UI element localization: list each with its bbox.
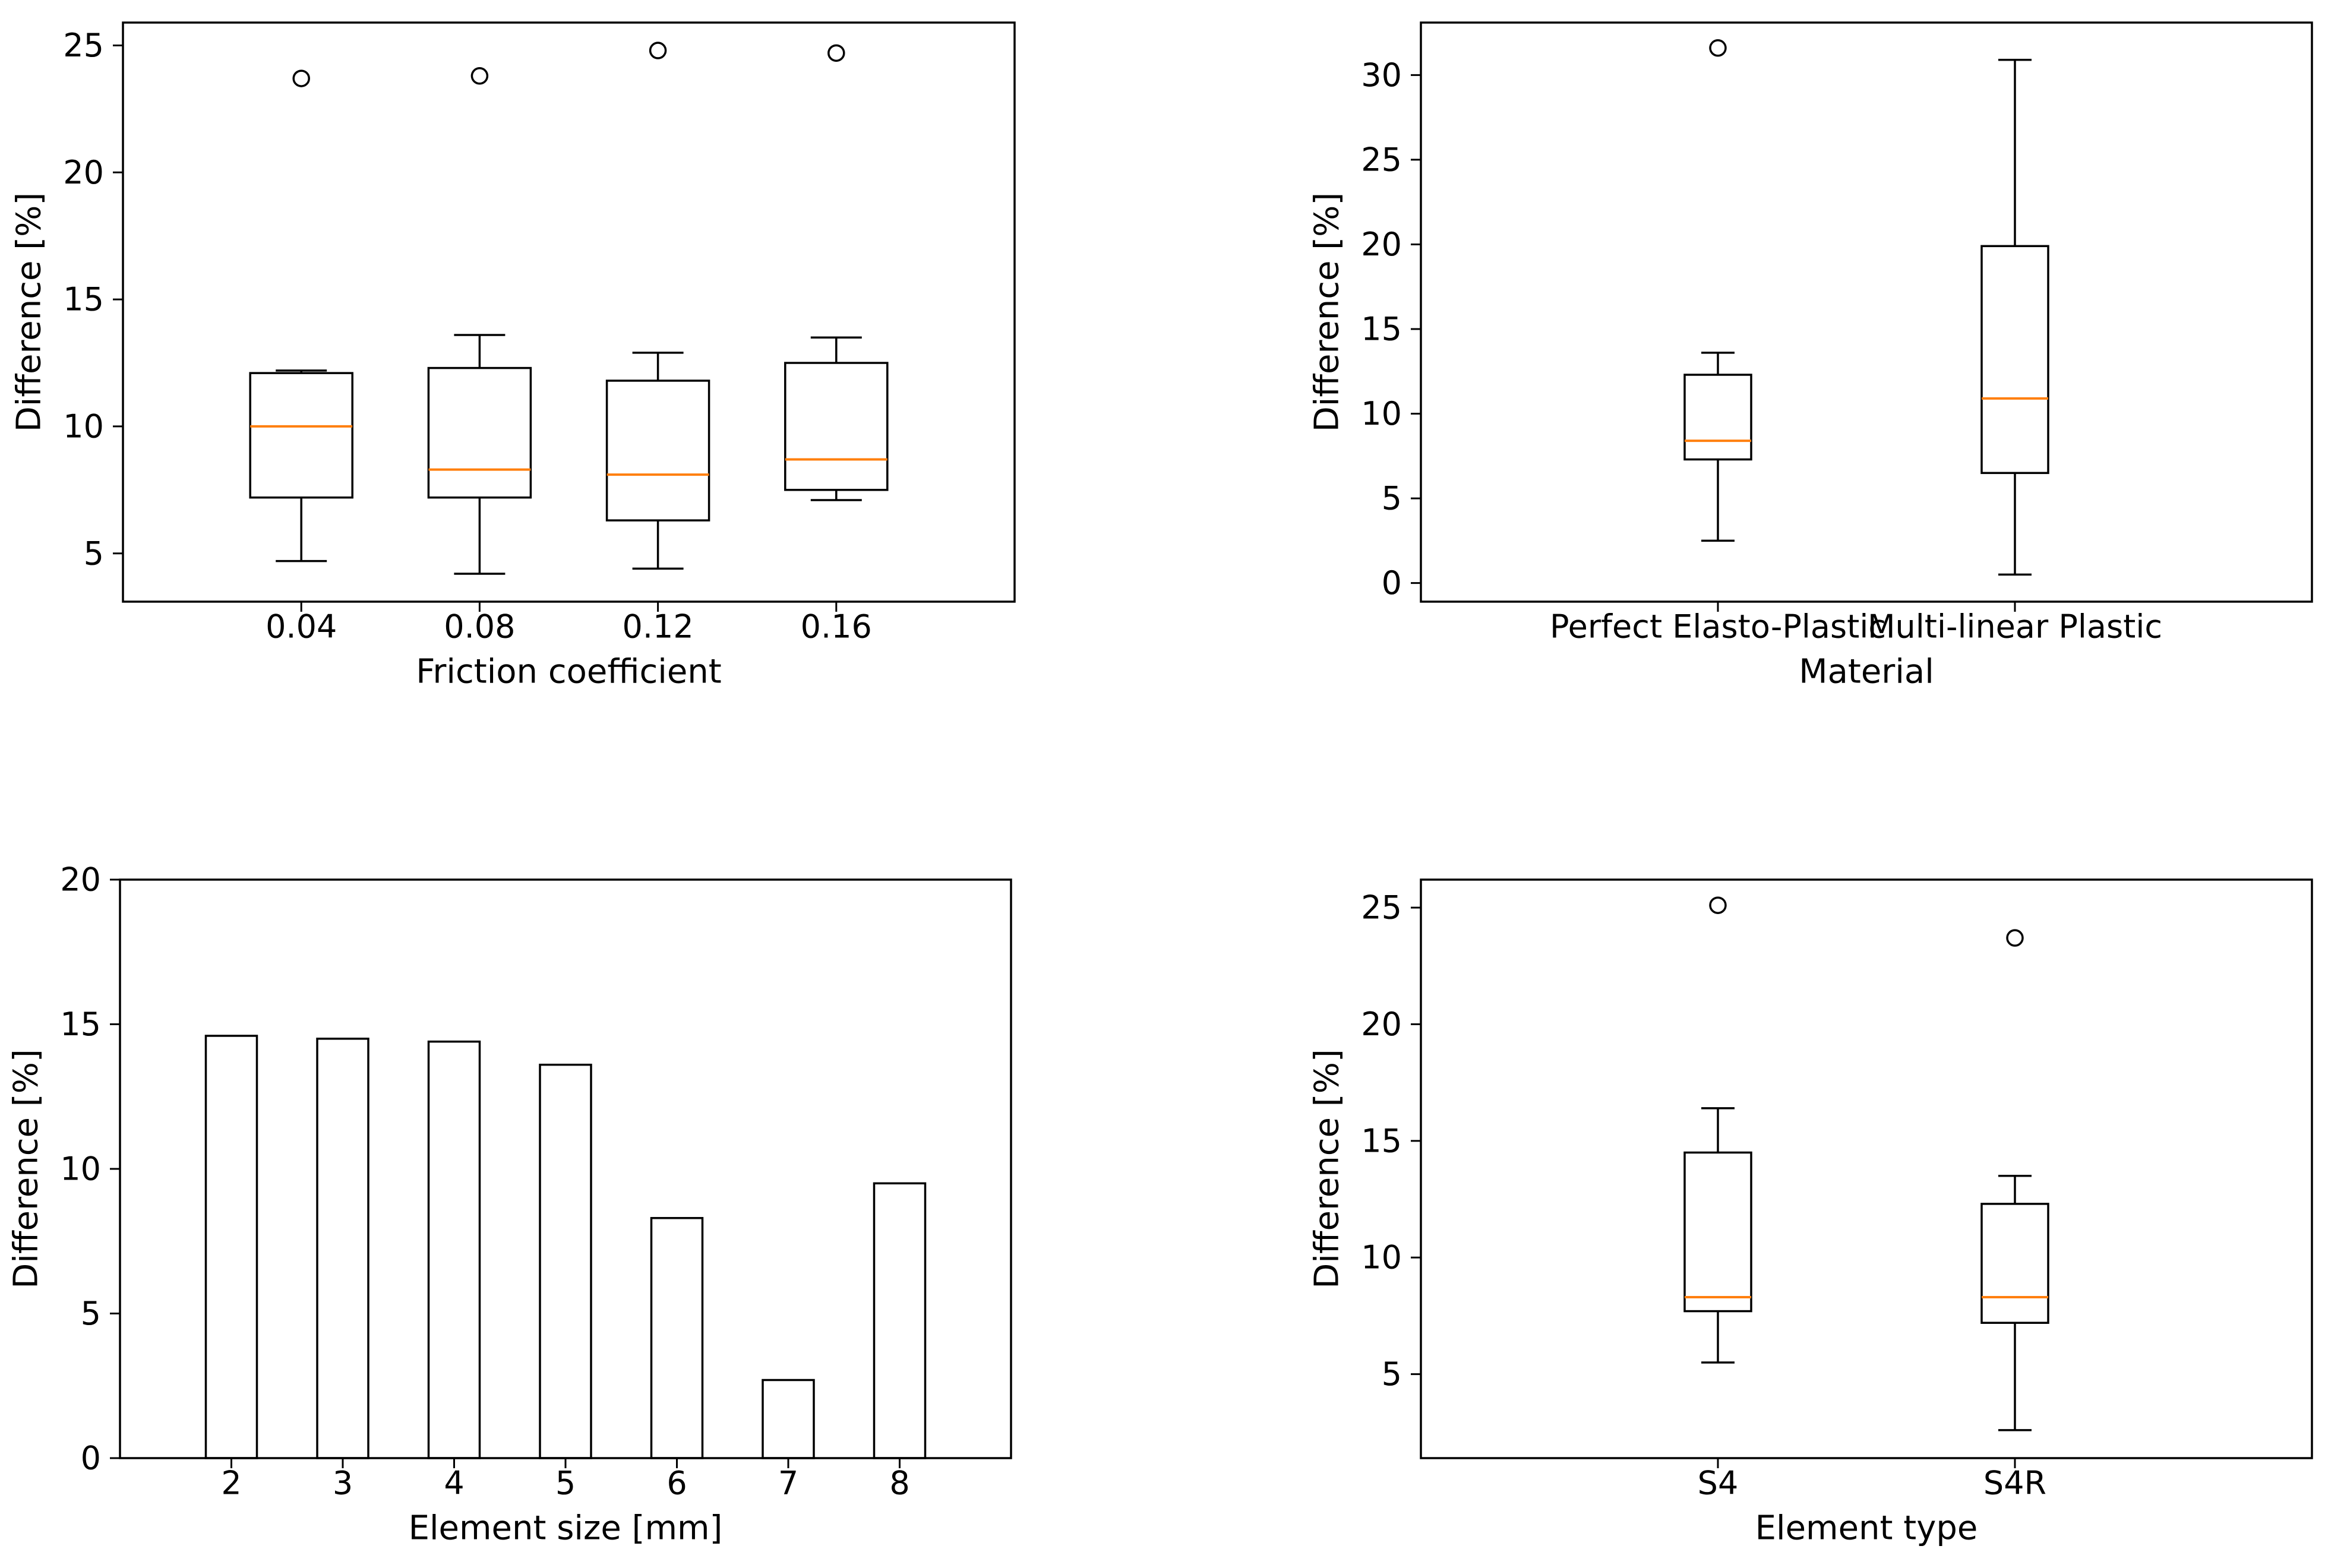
material-ytick-label-5: 5 <box>1382 480 1402 517</box>
material-ylabel: Difference [%] <box>1308 192 1347 432</box>
element-size-bar-7 <box>762 1379 815 1459</box>
friction-ytick-label-20: 20 <box>63 154 104 191</box>
element-type-box-group-2 <box>1980 929 2049 1431</box>
material-xtick-label-1: Perfect Elasto-Plastic <box>1550 608 1886 646</box>
friction-flier-2-1 <box>470 67 489 85</box>
element-type-ytick-label-10: 10 <box>1361 1239 1402 1276</box>
element-size-xtick-label-2: 3 <box>333 1465 353 1502</box>
element-size-xlabel: Element size [mm] <box>409 1509 723 1548</box>
element-size-xtick-label-1: 2 <box>221 1465 241 1502</box>
material-box-group-2 <box>1980 58 2049 576</box>
friction-axes-frame <box>122 21 1016 603</box>
element-size-ytick-label-20: 20 <box>60 861 101 899</box>
element-type-ytick-label-5: 5 <box>1382 1355 1402 1393</box>
friction-ylabel: Difference [%] <box>10 192 49 432</box>
material-ytick-label-0: 0 <box>1382 564 1402 602</box>
element-size-xtick-label-4: 5 <box>555 1465 576 1502</box>
element-size-ytick-label-5: 5 <box>81 1295 101 1332</box>
friction-box-group-4 <box>784 44 889 501</box>
friction-ytick-label-25: 25 <box>63 27 104 64</box>
material-ytick-label-20: 20 <box>1361 226 1402 263</box>
material-axes-frame <box>1420 21 2313 603</box>
material-ytick-label-25: 25 <box>1361 141 1402 178</box>
material-box-1 <box>1683 374 1752 461</box>
friction-box-2 <box>427 366 532 499</box>
friction-ytick-label-15: 15 <box>63 281 104 318</box>
element-size-bar-5 <box>539 1063 592 1459</box>
element-type-xtick-label-2: S4R <box>1983 1465 2046 1502</box>
element-size-ytick-label-15: 15 <box>60 1006 101 1043</box>
element-size-ytick-label-10: 10 <box>60 1150 101 1188</box>
element-size-bar-2 <box>204 1035 258 1459</box>
element-type-xtick-label-1: S4 <box>1698 1465 1739 1502</box>
element-type-axes-frame <box>1420 878 2313 1459</box>
material-box-2 <box>1980 245 2049 475</box>
friction-ytick-label-10: 10 <box>63 407 104 445</box>
friction-box-group-2 <box>427 67 532 575</box>
element-size-bar-4 <box>427 1040 481 1459</box>
material-ytick-label-10: 10 <box>1361 395 1402 432</box>
element-size-bar-6 <box>650 1217 704 1459</box>
material-ytick-label-15: 15 <box>1361 311 1402 348</box>
element-type-flier-1-1 <box>1709 896 1727 914</box>
friction-flier-1-1 <box>292 69 310 87</box>
element-size-xtick-label-3: 4 <box>444 1465 464 1502</box>
friction-box-group-3 <box>605 42 710 570</box>
friction-xlabel: Friction coefficient <box>416 653 721 691</box>
element-type-ytick-label-20: 20 <box>1361 1006 1402 1043</box>
material-xtick-label-2: Multi-linear Plastic <box>1868 608 2162 646</box>
element-type-ylabel: Difference [%] <box>1308 1049 1347 1288</box>
friction-box-1 <box>249 372 353 499</box>
friction-box-3 <box>605 380 710 521</box>
material-box-group-1 <box>1683 39 1752 542</box>
material-xlabel: Material <box>1799 653 1934 691</box>
element-size-bar-3 <box>316 1038 369 1459</box>
panel-element-size: 0 5 10 15 20 2 3 4 5 6 7 8 Difference [%] Element siz… <box>7 861 1012 1548</box>
element-size-xtick-label-6: 7 <box>778 1465 798 1502</box>
element-type-ytick-label-15: 15 <box>1361 1122 1402 1159</box>
element-type-box-2 <box>1980 1203 2049 1324</box>
element-size-bar-8 <box>873 1182 927 1459</box>
panel-friction: 5 10 15 20 25 0.04 0.08 0.12 0.16 Difference [%] F… <box>10 21 1016 691</box>
element-size-ytick-label-0: 0 <box>81 1440 101 1477</box>
friction-xtick-label-4: 0.16 <box>801 608 872 646</box>
element-size-ylabel: Difference [%] <box>7 1049 46 1288</box>
friction-flier-3-1 <box>649 42 667 59</box>
element-size-xtick-label-5: 6 <box>666 1465 687 1502</box>
friction-xtick-label-3: 0.12 <box>622 608 693 646</box>
element-size-xtick-label-7: 8 <box>889 1465 909 1502</box>
element-type-box-group-1 <box>1683 896 1752 1364</box>
element-type-ytick-label-25: 25 <box>1361 889 1402 927</box>
element-type-flier-2-1 <box>2006 929 2024 947</box>
material-flier-1-1 <box>1709 39 1727 57</box>
material-ytick-label-30: 30 <box>1361 56 1402 94</box>
friction-ytick-label-5: 5 <box>84 535 104 572</box>
element-type-xlabel: Element type <box>1755 1509 1978 1548</box>
panel-material: 0 5 10 15 20 25 30 Perfect Elasto-PlasticMulti-… <box>1308 21 2313 691</box>
panel-element-type: 5 10 15 20 25 S4 S4R Difference [%] Element type <box>1308 878 2313 1548</box>
friction-box-4 <box>784 362 889 491</box>
friction-box-group-1 <box>249 69 353 562</box>
element-type-box-1 <box>1683 1151 1752 1313</box>
friction-xtick-label-1: 0.04 <box>266 608 337 646</box>
friction-xtick-label-2: 0.08 <box>444 608 515 646</box>
friction-flier-4-1 <box>827 44 845 62</box>
